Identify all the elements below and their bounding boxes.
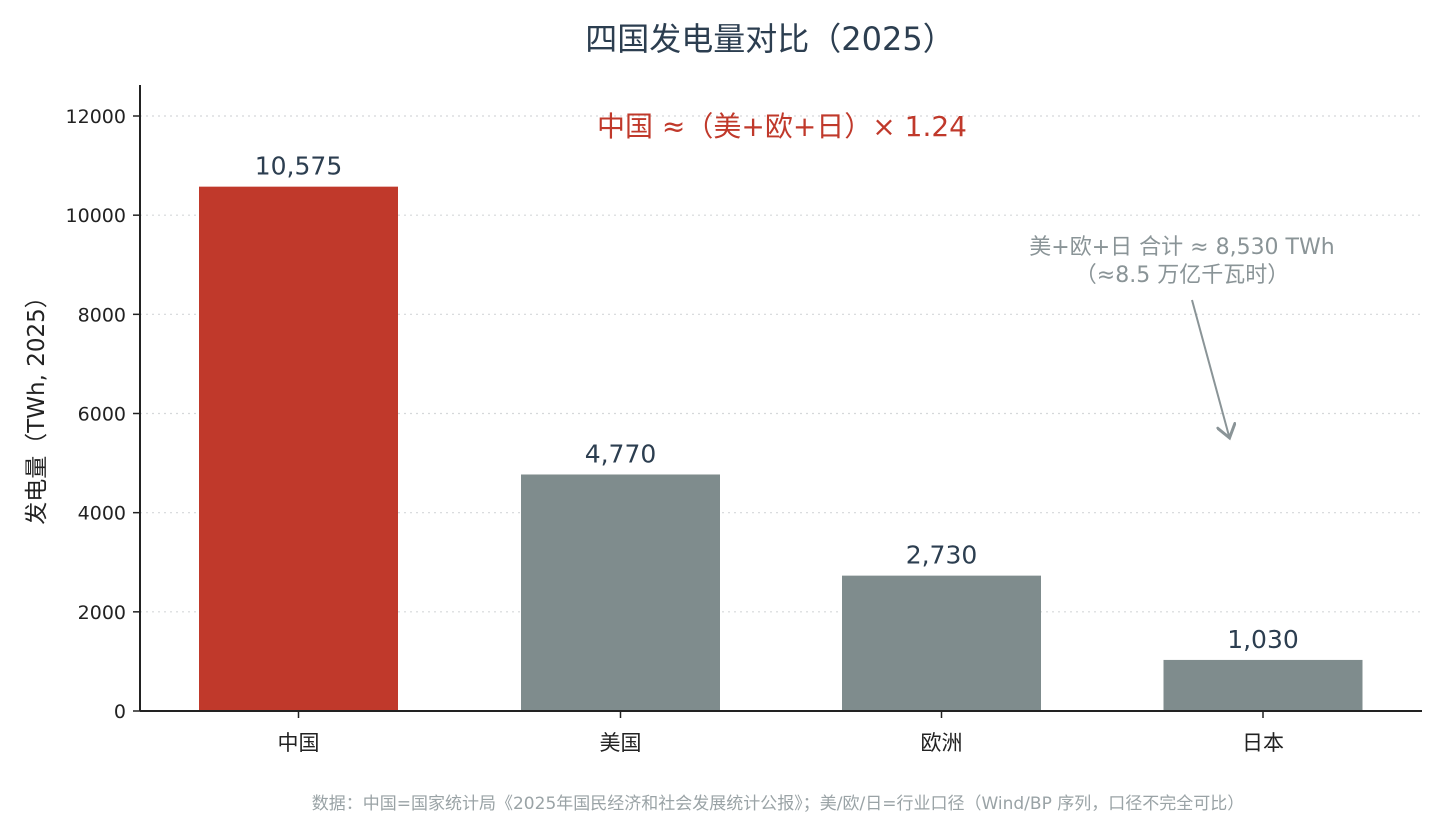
x-tick-label: 欧洲 [921, 731, 963, 755]
bar-value-label: 10,575 [255, 152, 342, 181]
bars [199, 186, 1363, 711]
y-tick-label: 8000 [78, 304, 126, 326]
annotation-arrow [1191, 299, 1229, 436]
sum-annotation-line1: 美+欧+日 合计 ≈ 8,530 TWh [1029, 235, 1334, 260]
x-tick-label: 美国 [600, 731, 642, 755]
source-note: 数据：中国=国家统计局《2025年国民经济和社会发展统计公报》；美/欧/日=行业… [312, 794, 1244, 814]
bar-2 [842, 575, 1041, 711]
x-axis-ticks: 中国 美国 欧洲 日本 [278, 711, 1284, 755]
bar-value-labels: 10,575 4,770 2,730 1,030 [255, 152, 1299, 654]
y-axis-label: 发电量（TWh, 2025） [24, 285, 50, 525]
y-tick-label: 12000 [66, 106, 126, 128]
chart-title: 四国发电量对比（2025） [585, 20, 954, 58]
y-tick-label: 0 [114, 701, 126, 723]
x-tick-label: 中国 [278, 731, 320, 755]
bar-0 [199, 186, 398, 711]
y-tick-label: 10000 [66, 205, 126, 227]
bar-value-label: 4,770 [585, 439, 657, 468]
bar-3 [1163, 659, 1363, 711]
sum-annotation-line2: （≈8.5 万亿千瓦时） [1075, 263, 1289, 288]
x-tick-label: 日本 [1242, 731, 1284, 755]
bar-value-label: 2,730 [906, 541, 978, 570]
bar-value-label: 1,030 [1227, 625, 1299, 654]
y-tick-label: 6000 [78, 404, 126, 426]
ratio-annotation: 中国 ≈（美+欧+日）× 1.24 [597, 110, 967, 143]
bar-1 [521, 474, 720, 711]
y-tick-label: 2000 [78, 602, 126, 624]
y-axis-ticks: 0 2000 4000 6000 8000 10000 12000 [66, 106, 140, 723]
y-tick-label: 4000 [78, 503, 126, 525]
gridlines [140, 115, 1422, 613]
